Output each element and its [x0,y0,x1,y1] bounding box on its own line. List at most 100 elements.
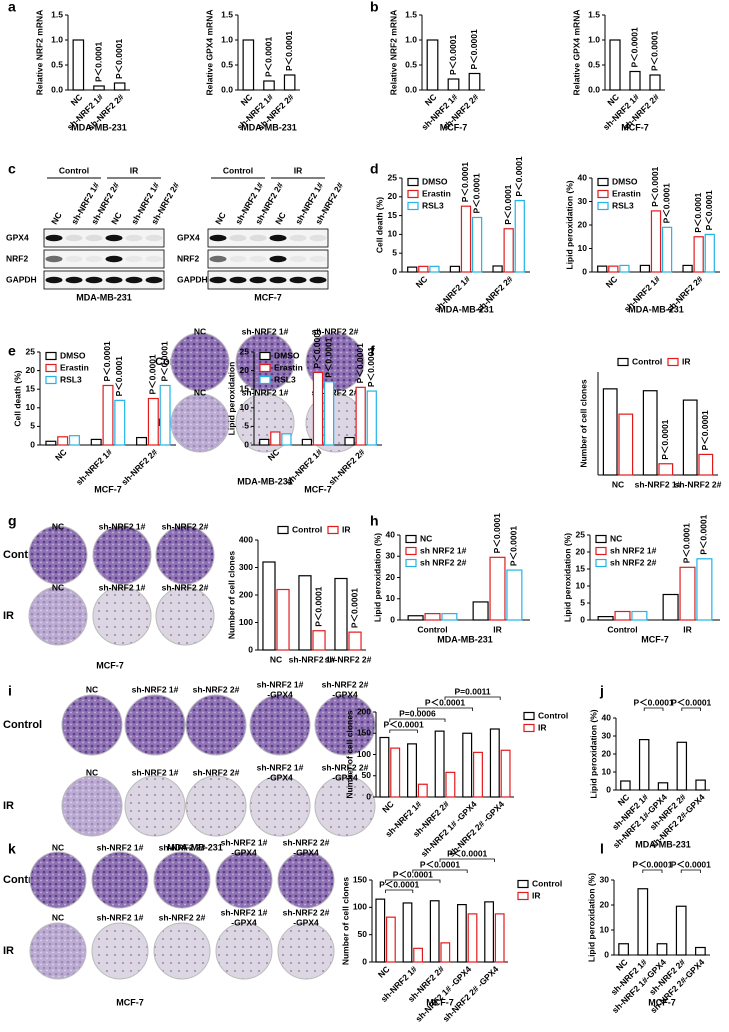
band [105,255,123,263]
plate-label: sh-NRF2 1# [97,842,144,852]
p-value: P＜0.0001 [514,156,524,196]
plate-label: sh-NRF2 1# [99,582,146,592]
legend-label: sh NRF2 1# [610,545,657,555]
p-value: P＜0.0001 [634,697,674,707]
y-tick-label: 25 [388,172,398,182]
bar [698,453,714,476]
legend-key [259,375,271,385]
y-axis-label: Cell death (%) [374,197,384,253]
band [45,255,63,263]
bracket [439,858,495,862]
plate-label: sh-NRF2 1# [99,521,146,531]
y-tick-label: 400 [239,534,253,544]
bar [679,566,696,621]
legend-key [259,363,271,373]
plate-label: sh-NRF2 1# [221,837,268,847]
y-axis-label: Relative GPX4 mRNA [204,10,214,96]
panel-label: g [8,513,17,529]
bar [348,631,362,651]
legend-label: DMSO [60,350,86,360]
bar [609,39,621,91]
y-tick-label: 30 [386,551,396,561]
y-axis-label: Lipid peroxidation (%) [588,709,598,798]
bar [650,210,662,273]
p-value: P＜0.0001 [671,697,711,707]
band [229,255,247,263]
legend-label: sh NRF2 2# [420,557,467,567]
bar [618,943,629,956]
y-tick-label: 100 [357,749,371,759]
y-tick-label: 15 [26,383,36,393]
plate-label: sh-NRF2 2# [283,837,330,847]
y-tick-label: 20 [26,365,36,375]
band [65,255,83,263]
y-axis-label: Number of cell clones [340,877,350,966]
x-tick-label: sh-NRF2 1# [74,447,114,487]
colony-plate [249,694,311,756]
bar [676,741,688,791]
bar [642,390,658,476]
bracket [642,869,663,873]
plate-label: sh-NRF2 1# [257,679,304,689]
bar [629,70,641,91]
bracket [643,707,664,711]
bar [460,205,472,273]
y-tick-label: 200 [357,706,371,716]
y-tick-label: 0 [362,956,367,966]
panel-label: f [370,343,375,359]
plate-label: sh-NRF2 2# [312,387,359,397]
legend-label: Erastin [612,188,641,198]
legend-key [595,558,607,568]
colony-plate [124,694,186,756]
x-axis-label: MCF-7 [621,122,649,132]
y-axis-label: Lipid peroxidation (%) [562,533,572,622]
y-tick-label: 100 [239,617,253,627]
band [45,234,63,242]
p-value: P=0.0006 [399,708,436,718]
blot-strip [43,270,165,290]
plate-label: NC [52,582,64,592]
protein-label: NRF2 [177,253,199,263]
x-tick-label: NC [376,964,392,980]
x-axis-label: MDA-MB-231 [438,304,494,314]
band [249,234,267,242]
p-value: P＜0.0001 [420,859,460,869]
y-tick-label: 40 [386,529,396,539]
colony-plate [185,694,247,756]
legend-key [259,351,271,361]
bar [618,413,634,476]
bar [649,74,661,91]
y-tick-label: 0.0 [221,84,233,94]
bar [597,615,614,621]
band [209,276,227,284]
colony-plate [153,851,211,909]
y-tick-label: 0 [606,784,611,794]
y-tick-label: 0.5 [221,59,233,69]
x-tick-label: sh-NRF2 2# [327,447,367,487]
y-tick-label: 25 [576,529,586,539]
panel-label: j [599,683,604,699]
bar [102,384,114,446]
p-value: P＜0.0001 [649,31,659,71]
bar [136,436,148,446]
y-tick-label: 20 [388,191,398,201]
x-axis-label: MDA-MB-231 [628,304,684,314]
y-tick-label: 100 [353,902,367,912]
legend-key [45,375,57,385]
bar [426,39,439,91]
bar [456,903,467,963]
bar [276,588,290,651]
p-value: P＜0.0001 [263,37,273,77]
y-tick-label: 0.0 [588,84,600,94]
y-tick-label: 50 [358,929,368,939]
p-value: P＜0.0001 [693,192,703,232]
bar [113,82,126,91]
bracket [681,707,701,711]
p-value: P＜0.0001 [366,347,376,387]
band [125,234,143,242]
bar [489,556,506,621]
p-value: P＜0.0001 [469,29,479,69]
bar [693,236,704,273]
bar [68,435,80,446]
colony-plate [124,775,186,837]
